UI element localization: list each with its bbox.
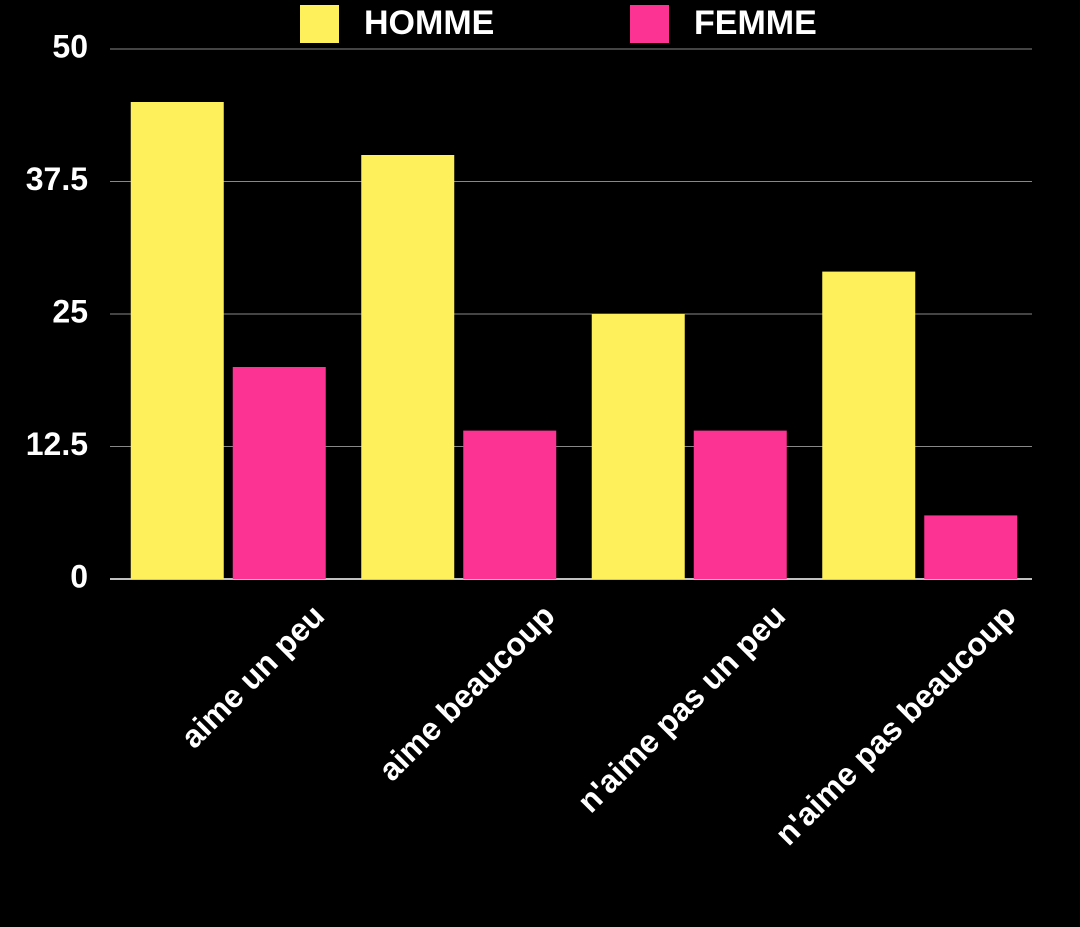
y-tick-label: 37.5 — [26, 161, 88, 197]
legend-swatch — [630, 5, 669, 43]
y-tick-label: 50 — [52, 28, 88, 64]
legend-label: FEMME — [694, 4, 817, 42]
legend-label: HOMME — [364, 4, 494, 42]
x-tick-label: aime beaucoup — [371, 597, 561, 787]
legend-swatch — [300, 5, 339, 43]
x-tick-label: n'aime pas un peu — [570, 597, 792, 819]
bar — [693, 430, 787, 579]
bar — [361, 155, 455, 579]
y-tick-label: 25 — [52, 293, 88, 329]
x-tick-label: n'aime pas beaucoup — [768, 597, 1023, 852]
bar — [822, 271, 916, 579]
bar — [463, 430, 557, 579]
bar — [924, 515, 1018, 579]
bar — [130, 102, 224, 579]
bar — [232, 367, 326, 579]
y-tick-label: 12.5 — [26, 426, 88, 462]
x-tick-label: aime un peu — [174, 597, 331, 754]
y-tick-label: 0 — [70, 558, 88, 594]
bar — [591, 314, 685, 579]
